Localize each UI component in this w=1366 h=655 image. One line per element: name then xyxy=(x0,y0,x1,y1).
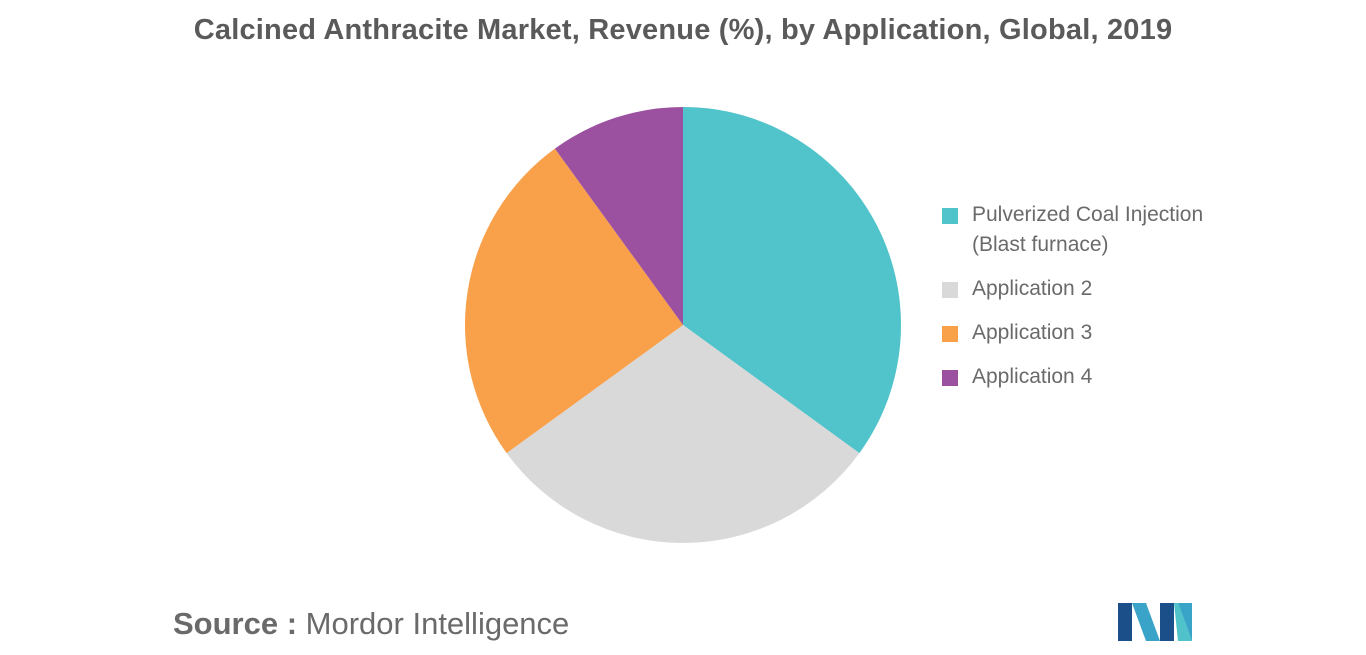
legend-swatch xyxy=(942,208,958,224)
logo-shape-right xyxy=(1178,603,1192,641)
legend-label: Application 3 xyxy=(972,321,1093,344)
pie-slice-1 xyxy=(683,107,902,454)
logo-shape-diag-2 xyxy=(1174,603,1192,641)
logo-shape-diag-1 xyxy=(1132,603,1160,641)
legend-item-2: Application 2 xyxy=(942,274,1342,304)
legend-swatch xyxy=(942,282,958,298)
legend-swatch xyxy=(942,326,958,342)
logo-shape-mid xyxy=(1160,603,1174,641)
mordor-intelligence-logo-icon xyxy=(1118,603,1192,641)
legend-label: Pulverized Coal Injection (Blast furnace… xyxy=(972,203,1204,256)
legend-item-1: Pulverized Coal Injection (Blast furnace… xyxy=(942,200,1342,260)
pie-slice-4 xyxy=(554,107,683,325)
source-prefix: Source : xyxy=(173,606,298,641)
logo-shape-left xyxy=(1118,603,1132,641)
legend-item-4: Application 4 xyxy=(942,362,1342,392)
chart-title: Calcined Anthracite Market, Revenue (%),… xyxy=(193,14,1173,46)
pie-slice-2 xyxy=(506,325,860,543)
legend-label: Application 4 xyxy=(972,365,1093,388)
legend-item-3: Application 3 xyxy=(942,318,1342,348)
source-line: Source : Mordor Intelligence xyxy=(173,606,569,642)
legend-label: Application 2 xyxy=(972,277,1093,300)
pie-slice-3 xyxy=(464,148,683,454)
legend-swatch xyxy=(942,370,958,386)
legend: Pulverized Coal Injection (Blast furnace… xyxy=(942,200,1342,392)
source-name: Mordor Intelligence xyxy=(305,606,570,641)
